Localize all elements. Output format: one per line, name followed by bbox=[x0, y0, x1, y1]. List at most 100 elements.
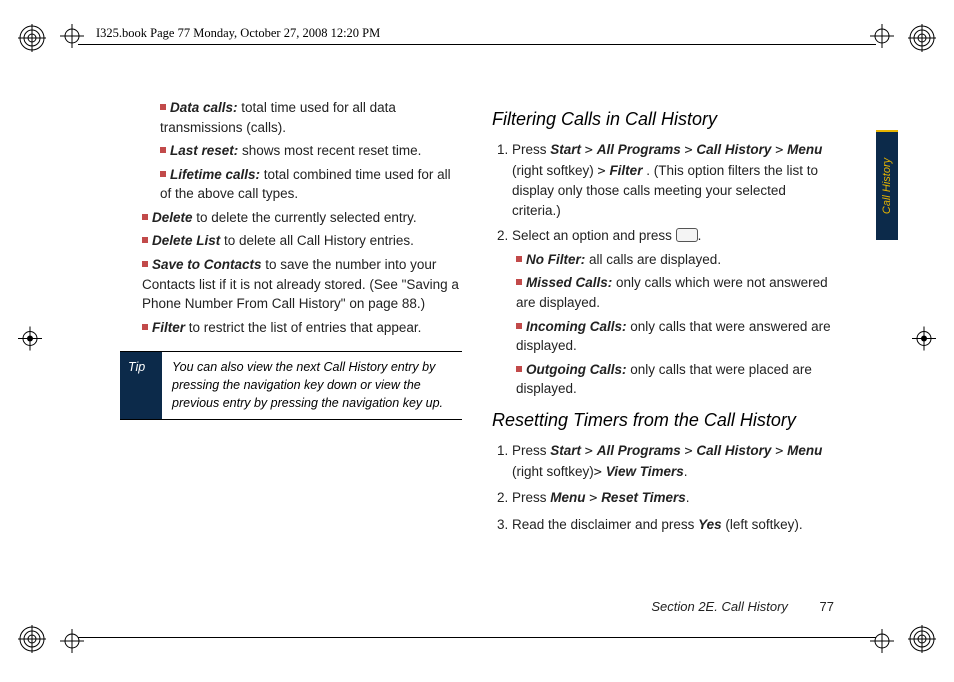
step: Press Start > All Programs > Call Histor… bbox=[512, 441, 834, 482]
body-text: (left softkey). bbox=[722, 517, 803, 532]
page-number: 77 bbox=[820, 599, 834, 614]
chevron-icon: > bbox=[598, 163, 606, 179]
body-text: (right softkey) bbox=[512, 163, 598, 178]
list-item: Save to Contacts to save the number into… bbox=[120, 255, 462, 314]
term: Menu bbox=[550, 490, 585, 505]
term: Filter bbox=[152, 320, 185, 335]
chevron-icon: > bbox=[594, 464, 602, 480]
list-item: Lifetime calls: total combined time used… bbox=[120, 165, 462, 204]
body-text: all calls are displayed. bbox=[585, 252, 721, 267]
page-body: Data calls: total time used for all data… bbox=[120, 98, 834, 602]
chevron-icon: > bbox=[775, 142, 783, 158]
chevron-icon: > bbox=[685, 142, 693, 158]
body-text: Read the disclaimer and press bbox=[512, 517, 698, 532]
term: View Timers bbox=[606, 464, 684, 479]
chevron-icon: > bbox=[585, 443, 593, 459]
bullet-icon bbox=[516, 323, 522, 329]
chevron-icon: > bbox=[585, 142, 593, 158]
term: Menu bbox=[787, 443, 822, 458]
chevron-icon: > bbox=[775, 443, 783, 459]
term: Delete bbox=[152, 210, 193, 225]
heading-resetting: Resetting Timers from the Call History bbox=[492, 407, 834, 433]
footer-section: Section 2E. Call History bbox=[651, 599, 788, 614]
bullet-icon bbox=[516, 366, 522, 372]
list-item: Outgoing Calls: only calls that were pla… bbox=[512, 360, 834, 399]
step: Read the disclaimer and press Yes (left … bbox=[512, 515, 834, 535]
list-item: No Filter: all calls are displayed. bbox=[512, 250, 834, 270]
ok-key-icon bbox=[676, 228, 698, 242]
tip-text: You can also view the next Call History … bbox=[162, 352, 462, 418]
crop-mark-br bbox=[870, 629, 894, 658]
bullet-icon bbox=[160, 147, 166, 153]
steps-filtering: Press Start > All Programs > Call Histor… bbox=[492, 140, 834, 399]
bullet-icon bbox=[142, 261, 148, 267]
list-item: Filter to restrict the list of entries t… bbox=[120, 318, 462, 338]
reg-mark-tr bbox=[908, 24, 936, 57]
crop-mark-tr bbox=[870, 24, 894, 53]
term: Outgoing Calls: bbox=[526, 362, 627, 377]
crop-mark-bl bbox=[60, 629, 84, 658]
reg-mark-ml bbox=[18, 327, 42, 356]
term: Start bbox=[550, 142, 581, 157]
header-rule bbox=[78, 44, 876, 45]
bullet-icon bbox=[160, 171, 166, 177]
list-item: Incoming Calls: only calls that were ans… bbox=[512, 317, 834, 356]
left-column: Data calls: total time used for all data… bbox=[120, 98, 462, 602]
list-item: Missed Calls: only calls which were not … bbox=[512, 273, 834, 312]
body-text: Press bbox=[512, 142, 550, 157]
chevron-icon: > bbox=[589, 490, 597, 506]
section-tab: Call History bbox=[876, 130, 898, 240]
term: Start bbox=[550, 443, 581, 458]
term: Filter bbox=[609, 163, 642, 178]
term: Yes bbox=[698, 517, 722, 532]
reg-mark-bl bbox=[18, 625, 46, 658]
term: Missed Calls: bbox=[526, 275, 612, 290]
body-text: to delete all Call History entries. bbox=[220, 233, 414, 248]
body-text: . bbox=[684, 464, 688, 479]
reg-mark-mr bbox=[912, 327, 936, 356]
term: Lifetime calls: bbox=[170, 167, 260, 182]
list-item: Data calls: total time used for all data… bbox=[120, 98, 462, 137]
body-text: shows most recent reset time. bbox=[238, 143, 421, 158]
body-text: . bbox=[686, 490, 690, 505]
bullet-icon bbox=[142, 214, 148, 220]
term: Delete List bbox=[152, 233, 220, 248]
step: Select an option and press . No Filter: … bbox=[512, 226, 834, 399]
footer-rule bbox=[78, 637, 876, 638]
reg-mark-br bbox=[908, 625, 936, 658]
body-text: to delete the currently selected entry. bbox=[193, 210, 417, 225]
term: Save to Contacts bbox=[152, 257, 262, 272]
list-item: Delete to delete the currently selected … bbox=[120, 208, 462, 228]
body-text: Press bbox=[512, 490, 550, 505]
term: Reset Timers bbox=[601, 490, 686, 505]
body-text: Press bbox=[512, 443, 550, 458]
reg-mark-tl bbox=[18, 24, 46, 57]
section-tab-label: Call History bbox=[881, 158, 893, 214]
term: Incoming Calls: bbox=[526, 319, 627, 334]
body-text: Select an option and press bbox=[512, 228, 676, 243]
bullet-icon bbox=[516, 256, 522, 262]
body-text: . bbox=[698, 228, 702, 243]
bullet-icon bbox=[142, 237, 148, 243]
term: No Filter: bbox=[526, 252, 585, 267]
step: Press Menu > Reset Timers. bbox=[512, 488, 834, 509]
body-text: (right softkey) bbox=[512, 464, 594, 479]
right-column: Filtering Calls in Call History Press St… bbox=[492, 98, 834, 602]
body-text: to restrict the list of entries that app… bbox=[185, 320, 421, 335]
chevron-icon: > bbox=[685, 443, 693, 459]
term: All Programs bbox=[597, 443, 681, 458]
tip-label: Tip bbox=[120, 352, 162, 418]
step: Press Start > All Programs > Call Histor… bbox=[512, 140, 834, 220]
bullet-icon bbox=[516, 279, 522, 285]
bullet-icon bbox=[142, 324, 148, 330]
term: All Programs bbox=[597, 142, 681, 157]
bullet-icon bbox=[160, 104, 166, 110]
page-footer: Section 2E. Call History 77 bbox=[120, 599, 834, 614]
term: Call History bbox=[696, 443, 771, 458]
heading-filtering: Filtering Calls in Call History bbox=[492, 106, 834, 132]
term: Menu bbox=[787, 142, 822, 157]
list-item: Last reset: shows most recent reset time… bbox=[120, 141, 462, 161]
list-item: Delete List to delete all Call History e… bbox=[120, 231, 462, 251]
running-header: I325.book Page 77 Monday, October 27, 20… bbox=[96, 26, 380, 41]
term: Data calls: bbox=[170, 100, 238, 115]
